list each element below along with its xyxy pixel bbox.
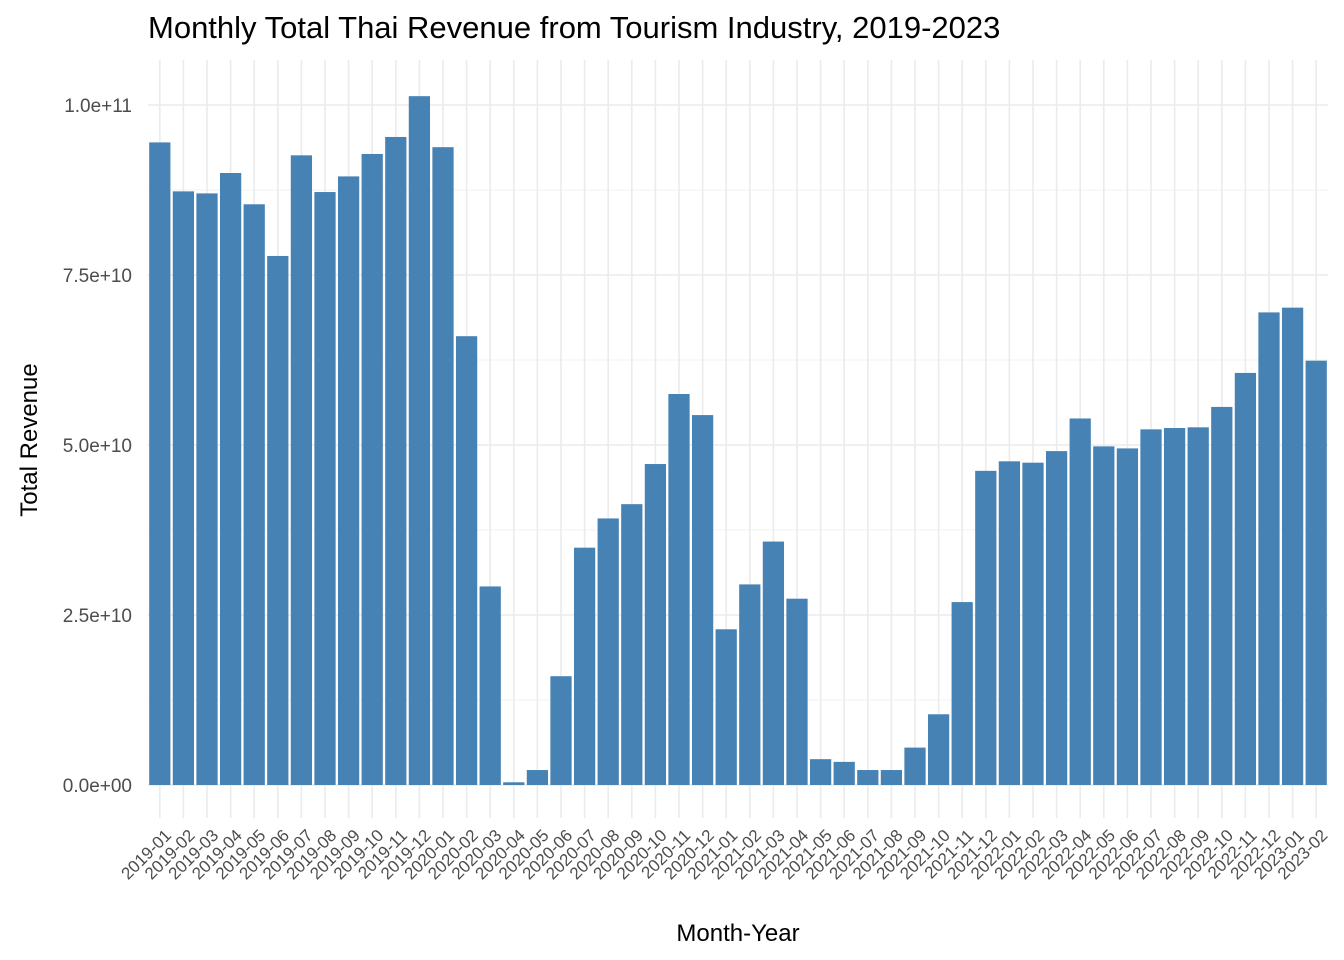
bar-2022-11: [1234, 372, 1257, 785]
bar-2019-07: [290, 155, 313, 785]
bar-2021-04: [786, 598, 808, 785]
y-tick-label: 1.0e+11: [64, 96, 132, 117]
bar-2021-06: [833, 761, 855, 785]
bar-2019-05: [243, 204, 265, 785]
y-axis-title: Total Revenue: [16, 363, 43, 516]
bar-2023-01: [1281, 307, 1304, 785]
bar-2020-03: [479, 586, 501, 785]
bar-2020-05: [526, 770, 549, 785]
bar-2022-04: [1069, 418, 1091, 785]
bar-2019-08: [314, 192, 336, 786]
bar-2020-06: [550, 676, 572, 785]
bar-2021-03: [762, 541, 785, 785]
bar-2020-04: [503, 782, 525, 785]
bar-2019-04: [219, 173, 242, 785]
bar-2021-01: [715, 629, 737, 785]
bar-2020-08: [597, 518, 619, 785]
bar-2019-11: [385, 136, 407, 785]
bar-2021-07: [857, 770, 879, 785]
bar-2021-08: [880, 770, 903, 785]
x-axis-title: Month-Year: [676, 920, 799, 947]
bar-2022-06: [1116, 448, 1139, 785]
bar-2019-03: [196, 193, 218, 785]
bars: [149, 96, 1327, 786]
bar-2022-09: [1187, 427, 1209, 785]
bar-2020-10: [644, 464, 667, 785]
x-axis-ticks: 2019-012019-022019-032019-042019-052019-…: [117, 826, 1331, 884]
bar-2020-09: [621, 504, 643, 785]
bar-2022-10: [1211, 406, 1233, 785]
y-tick-label: 5.0e+10: [63, 436, 132, 457]
y-tick-label: 7.5e+10: [63, 266, 132, 287]
bar-2021-05: [809, 759, 832, 785]
bar-2019-12: [408, 96, 431, 785]
bar-2019-09: [337, 176, 360, 785]
bar-2021-10: [927, 714, 950, 785]
bar-2019-02: [172, 191, 195, 786]
bar-2020-07: [573, 547, 596, 785]
bar-2022-01: [998, 461, 1021, 785]
bar-2020-11: [668, 394, 690, 785]
bar-2021-12: [975, 470, 997, 785]
bar-2020-01: [432, 147, 454, 785]
bar-2019-06: [267, 255, 289, 785]
bar-2022-08: [1163, 428, 1186, 785]
bar-2023-02: [1305, 360, 1327, 785]
bar-2022-12: [1258, 312, 1280, 785]
bar-2020-12: [691, 415, 714, 785]
y-axis-ticks: 0.0e+00 2.5e+10 5.0e+10 7.5e+10 1.0e+11: [63, 96, 132, 797]
bar-2021-11: [951, 602, 973, 785]
y-tick-label: 0.0e+00: [63, 776, 132, 797]
bar-2022-05: [1093, 446, 1115, 785]
bar-2022-03: [1045, 451, 1068, 785]
bar-2020-02: [455, 336, 478, 785]
chart-title: Monthly Total Thai Revenue from Tourism …: [148, 10, 1001, 45]
bar-2022-07: [1140, 429, 1162, 785]
bar-2019-01: [149, 142, 171, 785]
bar-2021-02: [739, 584, 761, 785]
bar-2022-02: [1022, 462, 1044, 785]
bar-2019-10: [361, 153, 383, 785]
bar-2021-09: [904, 747, 926, 785]
y-tick-label: 2.5e+10: [63, 606, 132, 627]
